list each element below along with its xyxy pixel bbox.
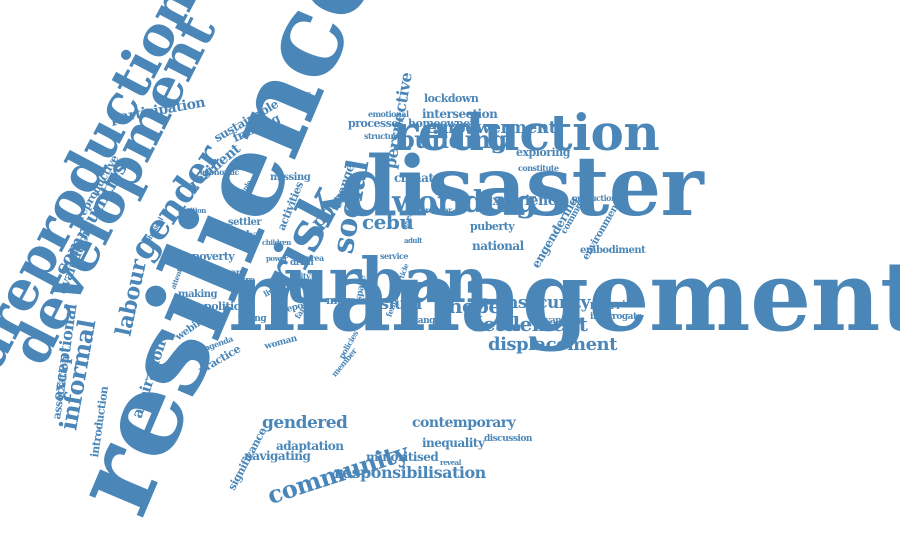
word-discussion: discussion bbox=[484, 434, 532, 444]
word-adaptation: adaptation bbox=[276, 439, 344, 453]
word-settler: settler bbox=[228, 217, 262, 228]
word-processes: processes bbox=[348, 117, 404, 130]
word-danger: danger bbox=[412, 316, 445, 326]
word-precarious: precarious bbox=[262, 90, 311, 100]
word-empowerment: empowerment bbox=[426, 118, 556, 138]
word-reduction: reduction bbox=[392, 103, 660, 162]
word-climate: climate bbox=[394, 171, 441, 185]
word-puberty: puberty bbox=[470, 220, 515, 233]
word-contemporary: contemporary bbox=[412, 415, 516, 431]
word-economic: economic bbox=[200, 167, 239, 177]
word-experience: experience bbox=[484, 193, 565, 209]
word-advancing: advancing bbox=[534, 316, 581, 326]
word-area: area bbox=[306, 253, 324, 263]
word-navigating: navigating bbox=[244, 449, 311, 463]
word-urban: urban bbox=[284, 244, 488, 317]
word-worlding: worlding bbox=[392, 185, 537, 220]
word-insecurity: insecurity bbox=[500, 293, 591, 313]
word-inequality: inequality bbox=[422, 436, 485, 450]
word-service: service bbox=[380, 251, 408, 261]
word-minoritised: minoritised bbox=[366, 450, 439, 464]
word-cebu: cebu bbox=[362, 210, 414, 234]
word-settlement: settlement bbox=[472, 312, 588, 336]
word-children: children bbox=[262, 238, 291, 247]
word-adult: adult bbox=[404, 236, 422, 245]
word-future: future bbox=[226, 276, 255, 286]
word-making: making bbox=[178, 289, 218, 300]
word-young: young bbox=[238, 314, 267, 324]
word-embodiment: embodiment bbox=[580, 245, 646, 256]
word-position: position bbox=[178, 206, 206, 215]
word-exploring: exploring bbox=[516, 146, 570, 159]
word-global: global bbox=[230, 230, 262, 241]
word-city: city bbox=[296, 271, 311, 281]
word-homeowner: homeowner bbox=[408, 117, 476, 130]
word-emotional: emotional bbox=[368, 109, 409, 119]
word-poverty: poverty bbox=[192, 250, 235, 263]
word-drrm: drrm bbox=[290, 258, 314, 268]
word-interrogate: interrogate bbox=[590, 312, 642, 322]
word-lexicon: lexicon bbox=[206, 268, 243, 279]
word-constitute: constitute bbox=[518, 163, 559, 173]
word-broader: broader bbox=[420, 205, 452, 215]
word-hope: hope bbox=[448, 294, 501, 318]
word-responsibilisation: responsibilisation bbox=[334, 463, 486, 482]
word-management: management bbox=[228, 240, 900, 353]
word-missing: missing bbox=[270, 172, 311, 183]
word-more: more bbox=[326, 294, 356, 307]
word-displacement: displacement bbox=[488, 334, 617, 355]
word-disaster: disaster bbox=[340, 139, 704, 235]
word-slum: slum bbox=[380, 294, 422, 313]
word-gendered: gendered bbox=[262, 413, 348, 433]
word-structural: structural bbox=[364, 131, 405, 141]
word-lockdown: lockdown bbox=[424, 92, 479, 105]
word-production: production bbox=[572, 193, 617, 203]
word-political: political bbox=[204, 300, 251, 313]
word-girl: girl bbox=[304, 277, 318, 287]
word-intersection: intersection bbox=[422, 107, 498, 121]
word-national: national bbox=[472, 239, 524, 253]
word-philippine: philippine bbox=[590, 300, 637, 310]
word-power: power bbox=[266, 254, 288, 263]
word-building: building bbox=[398, 125, 507, 154]
word-reveal: reveal bbox=[440, 458, 461, 467]
